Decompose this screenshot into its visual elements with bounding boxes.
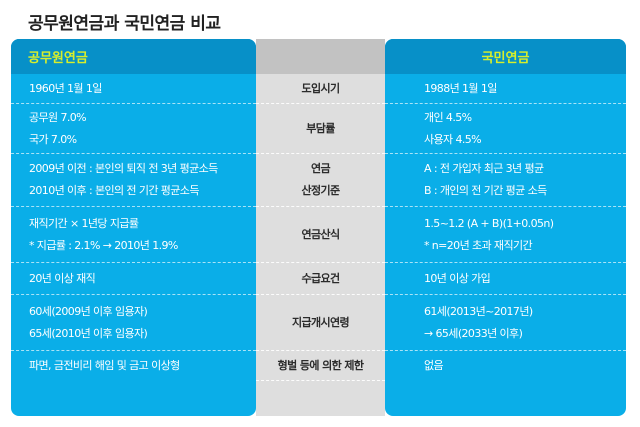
table-row: 없음: [385, 351, 626, 381]
category-cell: 형벌 등에 의한 제한: [256, 351, 385, 381]
national-pension-column: 국민연금 1988년 1월 1일 개인 4.5% 사용자 4.5% A : 전 …: [385, 39, 626, 416]
cell-line: 65세(2010년 이후 임용자): [29, 326, 148, 340]
cell-line: 1960년 1월 1일: [29, 81, 102, 95]
table-row: A : 전 가입자 최근 3년 평균 B : 개인의 전 기간 평균 소득: [385, 154, 626, 207]
cell-line: 2009년 이전 : 본인의 퇴직 전 3년 평균소득: [29, 162, 218, 175]
category-header: [256, 39, 385, 74]
category-column: 도입시기 부담률 연금 산정기준 연금산식 수급요건 지급개시연령 형벌 등에 …: [256, 39, 385, 416]
table-row: 2009년 이전 : 본인의 퇴직 전 3년 평균소득 2010년 이후 : 본…: [11, 154, 256, 207]
category-cell: 부담률: [256, 104, 385, 154]
table-row: 재직기간 × 1년당 지급률 * 지급률 : 2.1% → 2010년 1.9%: [11, 207, 256, 263]
table-row: 60세(2009년 이후 임용자) 65세(2010년 이후 임용자): [11, 295, 256, 351]
cell-line: 개인 4.5%: [424, 110, 472, 124]
cell-line: 1988년 1월 1일: [424, 81, 497, 95]
table-row: 20년 이상 재직: [11, 263, 256, 295]
cell-line: 60세(2009년 이후 임용자): [29, 304, 148, 318]
table-row: 1988년 1월 1일: [385, 74, 626, 104]
cell-line: → 65세(2033년 이후): [424, 326, 523, 340]
cell-line: B : 개인의 전 기간 평균 소득: [424, 184, 547, 197]
civil-servant-header: 공무원연금: [11, 39, 256, 74]
cell-line: 재직기간 × 1년당 지급률: [29, 216, 139, 230]
category-label: 지급개시연령: [291, 315, 350, 329]
category-cell: 수급요건: [256, 263, 385, 295]
category-cell: 연금 산정기준: [256, 154, 385, 207]
category-label: 부담률: [306, 121, 335, 135]
civil-servant-pension-column: 공무원연금 1960년 1월 1일 공무원 7.0% 국가 7.0% 2009년…: [11, 39, 256, 416]
table-row: 10년 이상 가입: [385, 263, 626, 295]
table-row: 1.5~1.2 (A + B)(1+0.05n) * n=20년 초과 재직기간: [385, 207, 626, 263]
cell-line: 파면, 금전비리 해임 및 금고 이상형: [29, 359, 180, 372]
table-row: 1960년 1월 1일: [11, 74, 256, 104]
cell-line: 2010년 이후 : 본인의 전 기간 평균소득: [29, 184, 199, 197]
category-cell: 지급개시연령: [256, 295, 385, 351]
cell-line: 20년 이상 재직: [29, 271, 96, 285]
cell-line: 10년 이상 가입: [424, 271, 491, 285]
national-pension-header: 국민연금: [385, 39, 626, 74]
cell-line: 사용자 4.5%: [424, 132, 482, 146]
cell-line: 공무원 7.0%: [29, 110, 87, 124]
table-row: 공무원 7.0% 국가 7.0%: [11, 104, 256, 154]
cell-line: A : 전 가입자 최근 3년 평균: [424, 162, 544, 175]
category-cell: 연금산식: [256, 207, 385, 263]
cell-line: 1.5~1.2 (A + B)(1+0.05n): [424, 216, 554, 230]
cell-line: 국가 7.0%: [29, 132, 77, 146]
category-label: 연금산식: [301, 227, 340, 241]
page-title: 공무원연금과 국민연금 비교: [28, 14, 221, 34]
cell-line: 61세(2013년~2017년): [424, 304, 533, 318]
comparison-table: 공무원연금 1960년 1월 1일 공무원 7.0% 국가 7.0% 2009년…: [11, 39, 626, 416]
cell-line: * n=20년 초과 재직기간: [424, 238, 533, 252]
table-row: 개인 4.5% 사용자 4.5%: [385, 104, 626, 154]
category-cell: 도입시기: [256, 74, 385, 104]
cell-line: * 지급률 : 2.1% → 2010년 1.9%: [29, 238, 178, 252]
table-row: 파면, 금전비리 해임 및 금고 이상형: [11, 351, 256, 381]
category-label: 수급요건: [301, 271, 340, 285]
category-label: 산정기준: [301, 184, 340, 197]
category-label: 연금: [310, 162, 331, 175]
cell-line: 없음: [424, 359, 444, 372]
category-label: 도입시기: [301, 81, 340, 95]
table-row: 61세(2013년~2017년) → 65세(2033년 이후): [385, 295, 626, 351]
category-label: 형벌 등에 의한 제한: [277, 358, 364, 372]
